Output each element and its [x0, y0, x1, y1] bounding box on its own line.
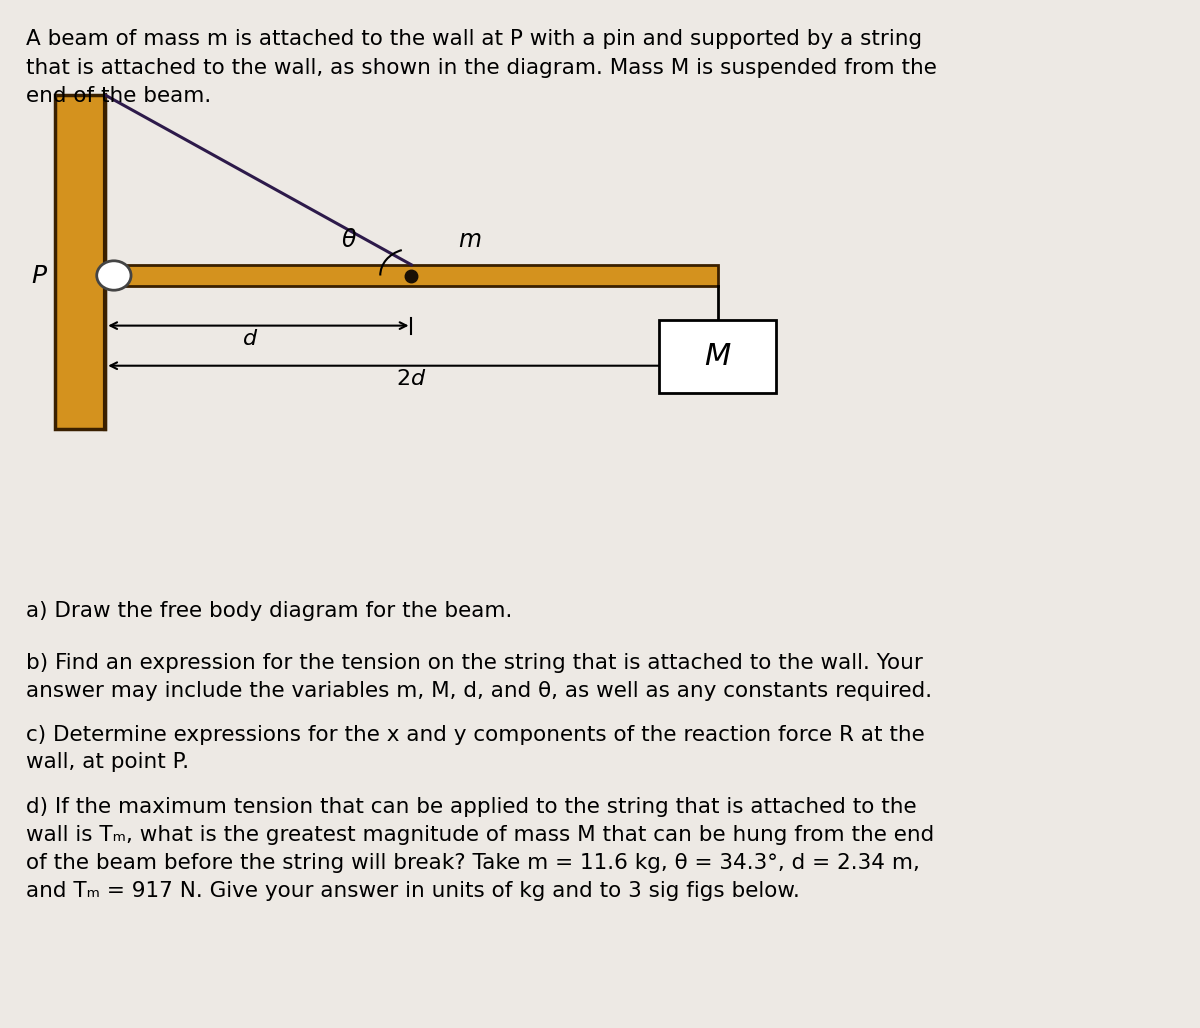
Text: d) If the maximum tension that can be applied to the string that is attached to : d) If the maximum tension that can be ap… [26, 797, 917, 816]
Text: b) Find an expression for the tension on the string that is attached to the wall: b) Find an expression for the tension on… [26, 653, 923, 672]
Bar [659, 320, 776, 393]
Text: that is attached to the wall, as shown in the diagram. Mass M is suspended from : that is attached to the wall, as shown i… [26, 58, 937, 77]
Text: $2d$: $2d$ [396, 369, 427, 389]
Text: and Tₘ = 917 N. Give your answer in units of kg and to 3 sig figs below.: and Tₘ = 917 N. Give your answer in unit… [26, 881, 800, 901]
Text: $d$: $d$ [242, 329, 259, 348]
Circle shape [97, 261, 131, 290]
Text: end of the beam.: end of the beam. [26, 86, 211, 106]
Bar [106, 265, 718, 286]
Bar [55, 96, 106, 430]
Text: $m$: $m$ [458, 228, 481, 253]
Text: $M$: $M$ [704, 342, 731, 371]
Text: of the beam before the string will break? Take m = 11.6 kg, θ = 34.3°, d = 2.34 : of the beam before the string will break… [26, 853, 920, 873]
Text: answer may include the variables m, M, d, and θ, as well as any constants requir: answer may include the variables m, M, d… [26, 681, 932, 700]
Text: a) Draw the free body diagram for the beam.: a) Draw the free body diagram for the be… [26, 601, 512, 621]
Text: A beam of mass m is attached to the wall at P with a pin and supported by a stri: A beam of mass m is attached to the wall… [26, 29, 923, 48]
Text: $\theta$: $\theta$ [341, 228, 358, 253]
Text: c) Determine expressions for the x and y components of the reaction force R at t: c) Determine expressions for the x and y… [26, 725, 925, 744]
Text: P: P [31, 263, 47, 288]
Text: wall, at point P.: wall, at point P. [26, 752, 190, 772]
Text: wall is Tₘ, what is the greatest magnitude of mass M that can be hung from the e: wall is Tₘ, what is the greatest magnitu… [26, 825, 935, 845]
